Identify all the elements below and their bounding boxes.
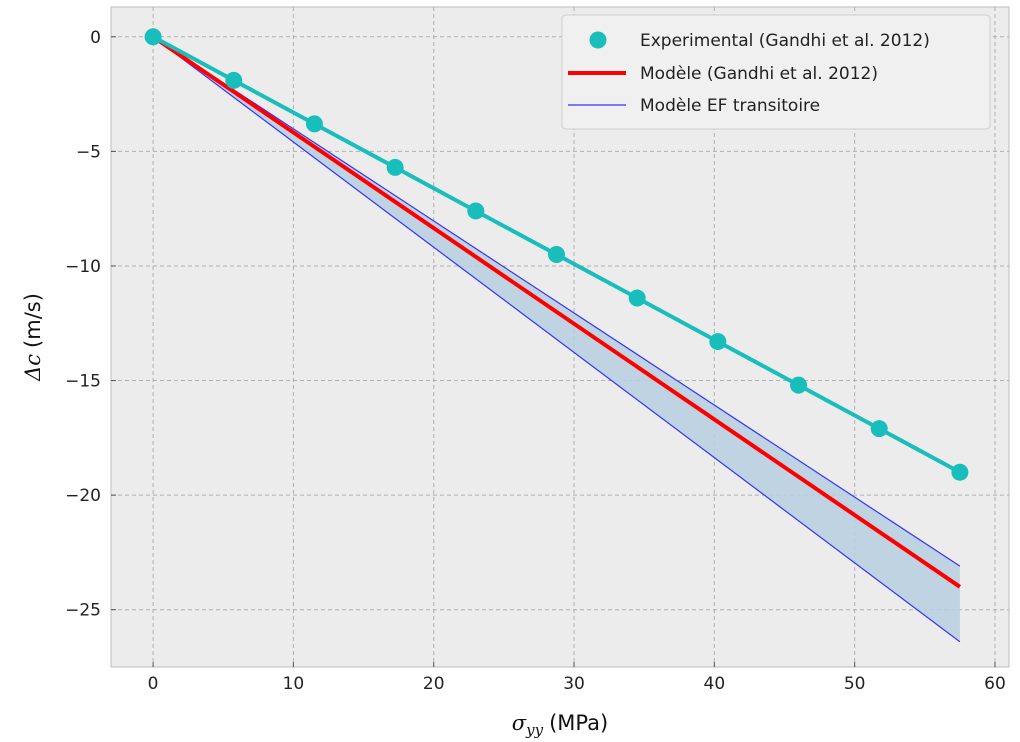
y-tick-label: −20: [65, 486, 101, 506]
series-layer: [144, 28, 969, 589]
experimental-point: [144, 28, 162, 46]
y-tick-label: −15: [65, 372, 101, 392]
legend: Experimental (Gandhi et al. 2012) Modèle…: [561, 14, 991, 130]
legend-label-model: Modèle (Gandhi et al. 2012): [640, 64, 878, 84]
x-tick-label: 60: [984, 674, 1006, 694]
fe-band-lower-line: [152, 36, 961, 643]
y-tick-label: −10: [65, 257, 101, 277]
experimental-point: [628, 289, 646, 307]
experimental-point: [547, 246, 565, 263]
fe-model-band: [152, 36, 961, 643]
x-tick-label: 50: [844, 674, 866, 694]
x-tick-label: 30: [563, 674, 585, 694]
y-axis-symbol: Δc: [21, 354, 45, 382]
experimental-point: [467, 202, 485, 220]
experimental-point: [951, 463, 969, 481]
y-tick-label: 0: [90, 28, 101, 48]
y-tick-label: −25: [65, 601, 101, 621]
y-axis-label: Δc (m/s): [21, 293, 45, 382]
experimental-point: [386, 158, 404, 176]
experimental-point: [225, 71, 243, 89]
x-axis-label: σyy (MPa): [512, 711, 608, 739]
x-axis-unit: (MPa): [549, 711, 608, 735]
fe-band-upper-line: [152, 36, 961, 567]
legend-marker-experimental: [589, 31, 607, 49]
x-axis-ticks: 0 10 20 30 40 50 60: [148, 662, 1006, 694]
x-axis-subscript: yy: [525, 721, 543, 739]
x-tick-label: 40: [704, 674, 726, 694]
x-tick-label: 0: [148, 674, 159, 694]
legend-label-fe: Modèle EF transitoire: [640, 96, 820, 116]
x-axis-symbol: σ: [512, 711, 527, 735]
model-line: [151, 35, 962, 589]
experimental-point: [709, 333, 727, 351]
x-tick-label: 10: [283, 674, 305, 694]
y-tick-label: −5: [76, 142, 101, 162]
y-axis-unit: (m/s): [21, 293, 45, 348]
x-tick-label: 20: [423, 674, 445, 694]
experimental-point: [790, 376, 808, 394]
legend-box: [561, 14, 991, 130]
legend-label-experimental: Experimental (Gandhi et al. 2012): [640, 31, 930, 51]
experimental-point: [305, 115, 323, 133]
experimental-point: [870, 420, 888, 438]
y-axis-ticks: 0 −5 −10 −15 −20 −25: [65, 28, 116, 621]
